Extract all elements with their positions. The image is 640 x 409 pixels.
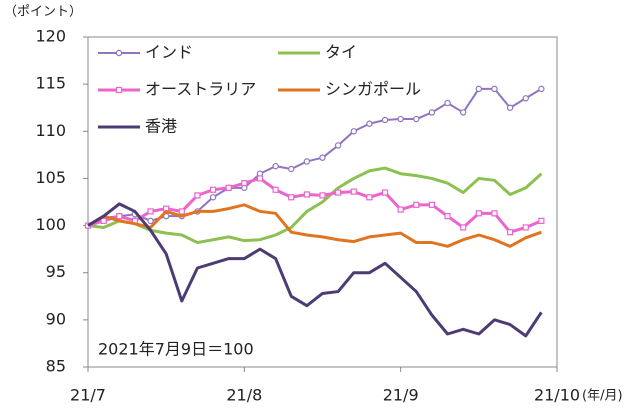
point-marker	[397, 115, 404, 123]
point-marker	[272, 162, 279, 170]
point-marker	[475, 85, 483, 93]
legend-label: タイ	[325, 43, 357, 62]
y-tick-label: 120	[35, 27, 66, 46]
point-marker	[350, 188, 357, 195]
point-marker	[335, 189, 342, 196]
point-marker	[366, 120, 373, 127]
point-marker	[491, 210, 498, 217]
point-marker	[444, 213, 451, 220]
point-marker	[366, 194, 373, 201]
legend-label: オーストラリア	[145, 80, 256, 99]
point-marker	[413, 115, 420, 123]
y-tick-label: 85	[46, 357, 66, 376]
y-tick-label: 105	[35, 168, 66, 187]
x-tick-label: 21/7	[70, 386, 106, 405]
point-marker	[225, 184, 232, 191]
point-marker	[147, 208, 154, 215]
point-marker	[460, 109, 467, 116]
point-marker	[428, 109, 436, 116]
point-marker	[288, 194, 295, 201]
y-tick-label: 90	[46, 309, 66, 328]
point-marker	[303, 191, 310, 198]
point-marker	[460, 224, 467, 231]
legend-label: シンガポール	[325, 80, 421, 99]
point-marker	[288, 165, 295, 173]
point-marker	[506, 104, 514, 111]
point-marker	[350, 128, 357, 135]
legend-marker	[115, 86, 123, 94]
point-marker	[209, 186, 217, 193]
point-marker	[116, 213, 123, 220]
point-marker	[444, 99, 451, 107]
point-marker	[334, 142, 342, 149]
point-marker	[209, 194, 217, 201]
legend-label: 香港	[145, 117, 177, 136]
point-marker	[522, 95, 529, 102]
point-marker	[241, 180, 248, 187]
point-marker	[256, 175, 264, 182]
point-marker	[319, 192, 326, 199]
point-marker	[538, 85, 545, 93]
y-unit-label: （ポイント）	[4, 5, 82, 20]
point-marker	[491, 85, 498, 93]
y-tick-label: 110	[35, 121, 66, 140]
point-marker	[194, 192, 201, 199]
point-marker	[507, 229, 514, 236]
point-marker	[381, 116, 389, 124]
point-marker	[381, 189, 389, 196]
point-marker	[475, 210, 482, 217]
point-marker	[538, 217, 545, 224]
series-line	[87, 203, 542, 248]
legend-label: インド	[145, 43, 193, 62]
point-marker	[428, 201, 436, 208]
point-marker	[413, 201, 420, 208]
point-marker	[147, 217, 154, 225]
point-marker	[522, 224, 529, 231]
x-tick-label: 21/9	[383, 386, 419, 405]
point-marker	[272, 186, 279, 193]
annotation: 2021年7月9日＝100	[98, 340, 254, 359]
legend-marker	[115, 49, 123, 57]
x-tick-label: 21/8	[226, 386, 262, 405]
x-unit-label: (年/月)	[582, 389, 623, 404]
y-tick-label: 95	[46, 262, 66, 281]
series-line	[87, 202, 543, 338]
y-tick-label: 115	[35, 74, 66, 93]
x-tick-label: 21/10	[534, 386, 580, 405]
point-marker	[319, 154, 326, 161]
point-marker	[303, 158, 311, 165]
plot-frame	[87, 36, 558, 368]
y-tick-label: 100	[35, 215, 66, 234]
point-marker	[178, 208, 185, 215]
point-marker	[100, 217, 107, 224]
series-line	[87, 166, 543, 245]
point-marker	[397, 206, 404, 213]
